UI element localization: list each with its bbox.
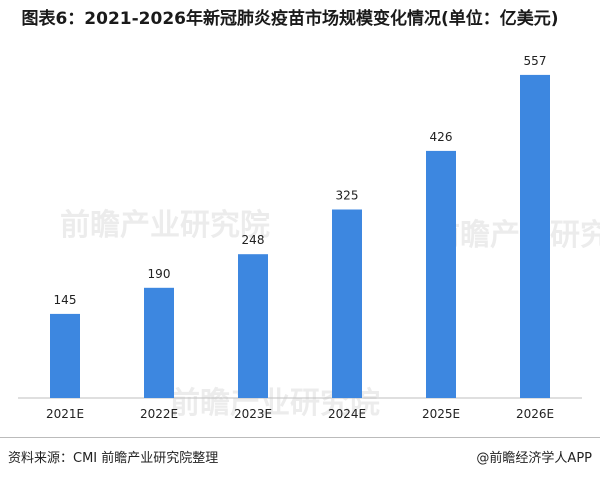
tick-label-2024E: 2024E xyxy=(328,407,366,421)
bar-chart: 145 2021E 190 2022E 248 2023E 325 2024E 426 2025E… xyxy=(18,54,582,421)
footer-divider xyxy=(0,437,600,438)
chart-title: 图表6：2021-2026年新冠肺炎疫苗市场规模变化情况(单位：亿美元) xyxy=(21,9,559,29)
bar-2023E xyxy=(238,254,268,398)
bar-2022E xyxy=(144,287,174,398)
credit-note: @前瞻经济学人APP xyxy=(476,451,592,466)
bar-2024E xyxy=(332,209,362,398)
value-label-2023E: 248 xyxy=(242,233,265,247)
value-label-2021E: 145 xyxy=(54,293,77,307)
bar-2025E xyxy=(426,150,456,398)
tick-label-2025E: 2025E xyxy=(422,407,460,421)
tick-label-2021E: 2021E xyxy=(46,407,84,421)
tick-label-2023E: 2023E xyxy=(234,407,272,421)
value-label-2024E: 325 xyxy=(336,189,359,203)
bar-2021E xyxy=(50,313,80,398)
tick-label-2022E: 2022E xyxy=(140,407,178,421)
source-note: 资料来源：CMI 前瞻产业研究院整理 xyxy=(8,451,219,466)
value-label-2026E: 557 xyxy=(524,54,547,68)
bar-2026E xyxy=(520,74,550,399)
value-label-2022E: 190 xyxy=(148,267,171,281)
tick-label-2026E: 2026E xyxy=(516,407,554,421)
value-label-2025E: 426 xyxy=(430,130,453,144)
